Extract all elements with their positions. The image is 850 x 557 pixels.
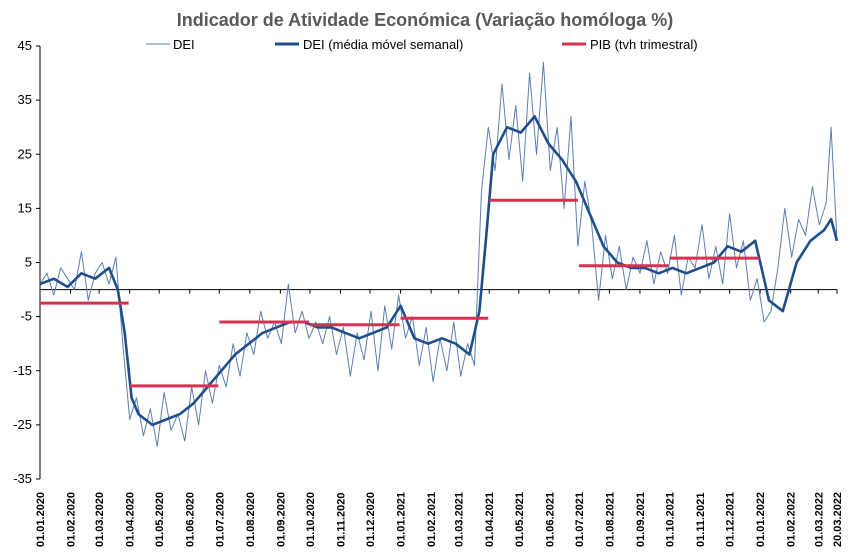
x-tick-label: 01.02.2022	[786, 492, 798, 547]
x-tick-label: 01.03.2022	[813, 492, 825, 547]
legend-label-dei-mm: DEI (média móvel semanal)	[303, 37, 463, 52]
y-tick-label: 15	[18, 200, 32, 215]
chart-title: Indicador de Atividade Económica (Variaç…	[177, 10, 673, 30]
x-tick-label: 01.10.2020	[305, 492, 317, 547]
x-tick-label: 20.03.2022	[832, 492, 844, 547]
x-tick-label: 01.09.2020	[275, 492, 287, 547]
x-tick-label: 01.06.2021	[544, 492, 556, 547]
x-tick-label: 01.05.2021	[514, 492, 526, 547]
y-tick-label: -35	[13, 471, 32, 486]
x-tick-label: 01.03.2020	[94, 492, 106, 547]
y-tick-label: 35	[18, 92, 32, 107]
x-tick-label: 01.03.2021	[454, 492, 466, 547]
series-line-dei	[39, 61, 838, 447]
x-tick-label: 01.09.2021	[635, 492, 647, 547]
legend-label-pib: PIB (tvh trimestral)	[590, 37, 698, 52]
y-tick-label: 45	[18, 38, 32, 53]
x-tick-label: 01.06.2020	[185, 492, 197, 547]
x-axis: 01.01.2020 01.02.2020 01.03.2020 01.04.2020…	[35, 289, 844, 547]
x-tick-label: 01.08.2020	[245, 492, 257, 547]
x-tick-label: 01.11.2020	[335, 493, 347, 547]
y-tick-label: 5	[25, 255, 32, 270]
x-tick-label: 01.07.2020	[214, 492, 226, 547]
legend: DEI DEI (média móvel semanal) PIB (tvh t…	[146, 37, 698, 52]
series-line-dei-mm	[39, 115, 839, 427]
x-tick-label: 01.01.2020	[35, 492, 47, 547]
x-tick-label: 01.04.2021	[484, 492, 496, 547]
x-tick-label: 01.08.2021	[604, 492, 616, 547]
x-tick-label: 01.04.2020	[125, 492, 137, 547]
y-tick-label: -25	[13, 417, 32, 432]
legend-label-dei: DEI	[173, 37, 195, 52]
x-tick-label: 01.05.2020	[154, 492, 166, 547]
y-tick-label: -5	[20, 309, 32, 324]
x-tick-label: 01.12.2020	[365, 492, 377, 547]
x-tick-label: 01.01.2022	[755, 492, 767, 547]
series-group	[39, 61, 839, 447]
x-tick-label: 01.01.2021	[396, 492, 408, 547]
x-tick-label: 01.12.2021	[725, 492, 737, 547]
x-tick-label: 01.10.2021	[665, 492, 677, 547]
x-tick-label: 01.11.2021	[695, 493, 707, 547]
y-tick-label: 25	[18, 146, 32, 161]
x-tick-label: 01.02.2021	[426, 492, 438, 547]
x-tick-label: 01.07.2021	[574, 492, 586, 547]
axes	[39, 46, 837, 479]
y-axis: 45 35 25 15 5 -5 -15 -25 -35	[13, 38, 40, 486]
y-tick-label: -15	[13, 363, 32, 378]
x-tick-label: 01.02.2020	[66, 492, 78, 547]
